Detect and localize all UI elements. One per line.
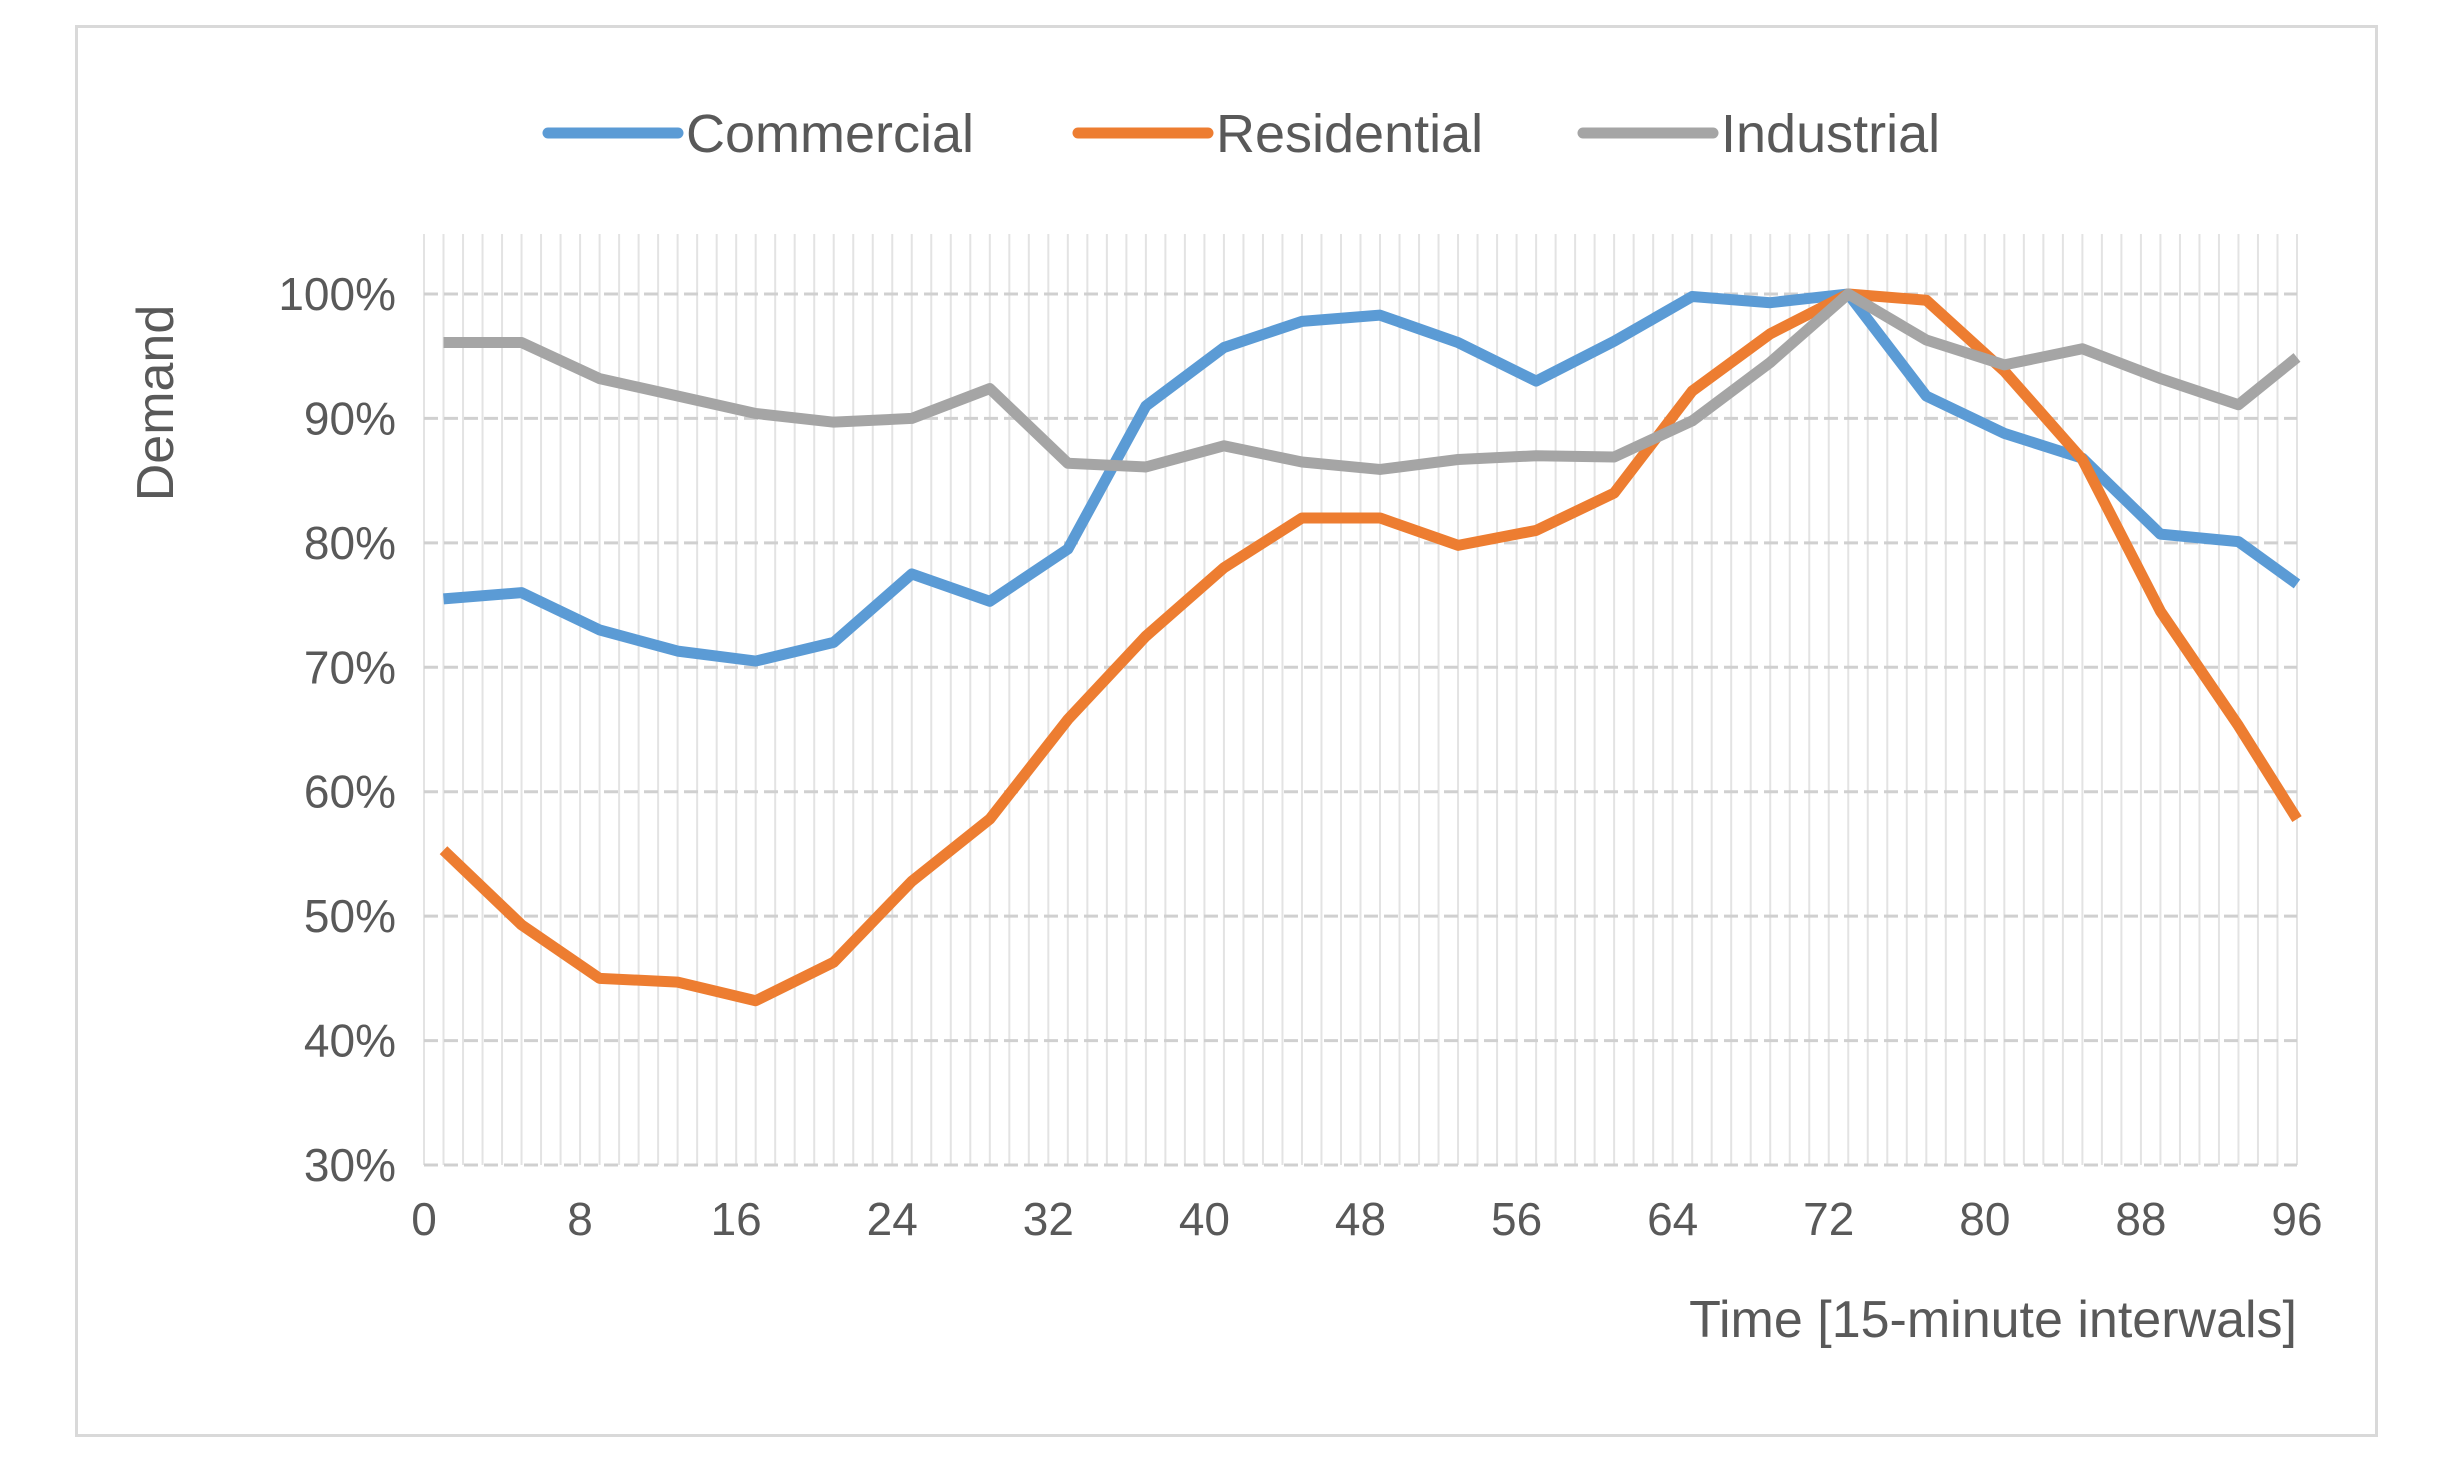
x-tick-label: 96 [2271,1193,2322,1245]
legend: Commercial Residential Industrial [542,104,1940,164]
x-tick-label: 72 [1803,1193,1854,1245]
series-line-residential [439,288,2302,1007]
line-chart: 30% 40% 50% 60% 70% 80% 90% 100% 0 8 16 24 32 40 48 56 6… [127,104,2323,1349]
series-layer [439,288,2302,1007]
y-tick-label: 50% [304,890,396,942]
y-axis-title: Demand [127,305,185,502]
x-tick-label: 8 [567,1193,593,1245]
x-tick-label: 88 [2115,1193,2166,1245]
x-tick-label: 24 [867,1193,918,1245]
grid-layer [423,234,2298,1167]
chart-frame: 30% 40% 50% 60% 70% 80% 90% 100% 0 8 16 24 32 40 48 56 6… [75,25,2378,1437]
x-axis-title: Time [15-minute interwals] [1689,1291,2297,1349]
y-tick-label: 70% [304,641,396,693]
axis-layer: 30% 40% 50% 60% 70% 80% 90% 100% 0 8 16 24 32 40 48 56 6… [127,268,2323,1349]
y-tick-label: 90% [304,392,396,444]
x-tick-label: 32 [1023,1193,1074,1245]
x-tick-label: 16 [711,1193,762,1245]
x-tick-label: 80 [1959,1193,2010,1245]
y-tick-label: 100% [278,268,396,320]
legend-label-residential: Residential [1216,104,1483,164]
y-tick-label: 30% [304,1139,396,1191]
y-tick-label: 60% [304,766,396,818]
y-tick-label: 40% [304,1015,396,1067]
x-tick-label: 48 [1335,1193,1386,1245]
x-tick-label: 64 [1647,1193,1698,1245]
x-tick-label: 0 [411,1193,437,1245]
series-line-commercial [443,288,2301,667]
legend-label-industrial: Industrial [1721,104,1940,164]
x-tick-label: 56 [1491,1193,1542,1245]
legend-label-commercial: Commercial [686,104,974,164]
y-tick-label: 80% [304,517,396,569]
x-tick-label: 40 [1179,1193,1230,1245]
series-line-industrial [443,288,2301,475]
